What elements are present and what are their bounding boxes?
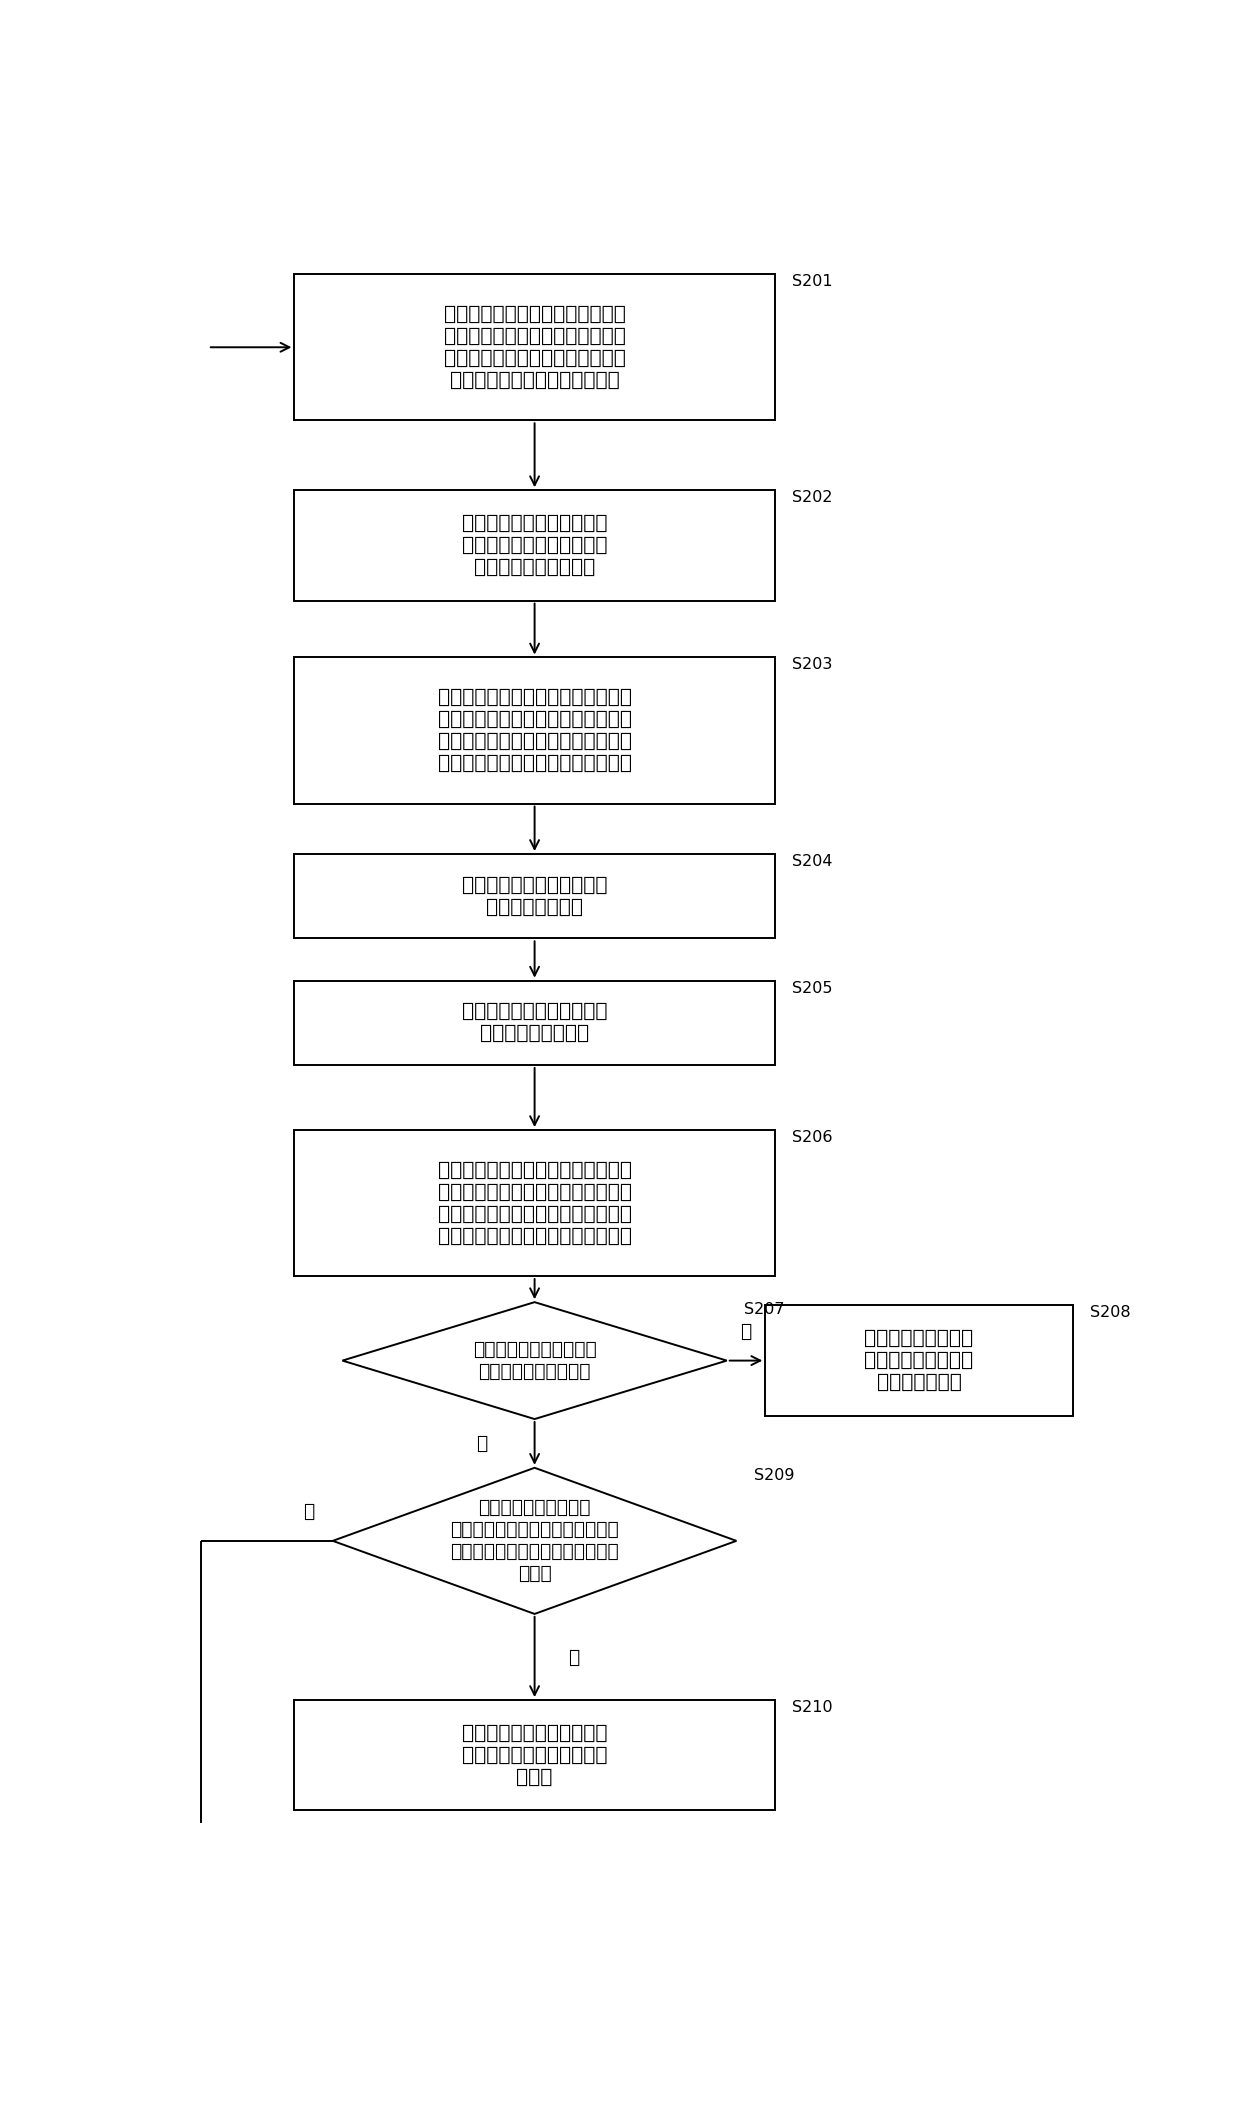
FancyBboxPatch shape bbox=[294, 274, 775, 420]
Text: 是: 是 bbox=[568, 1647, 579, 1666]
Text: S204: S204 bbox=[792, 854, 832, 869]
Text: S210: S210 bbox=[792, 1700, 833, 1715]
Polygon shape bbox=[342, 1301, 727, 1419]
FancyBboxPatch shape bbox=[294, 1130, 775, 1276]
Text: S206: S206 bbox=[792, 1130, 832, 1145]
Text: 判断第一总钞票数量是否
与第三总钞票数量相等: 判断第一总钞票数量是否 与第三总钞票数量相等 bbox=[472, 1339, 596, 1381]
Text: 是: 是 bbox=[740, 1322, 751, 1341]
Text: 以一需要进行计数的钞箱作为出钞
箱，以空钞箱作为进钞箱，从出钞
箱取出钞票暂存在中转钞箱中，并
进行第一次计数并记录钞票数量: 以一需要进行计数的钞箱作为出钞 箱，以空钞箱作为进钞箱，从出钞 箱取出钞票暂存在… bbox=[444, 306, 625, 390]
Text: S201: S201 bbox=[792, 274, 833, 289]
FancyBboxPatch shape bbox=[294, 1700, 775, 1810]
FancyBboxPatch shape bbox=[294, 658, 775, 804]
Text: 否: 否 bbox=[476, 1434, 487, 1453]
Text: S207: S207 bbox=[744, 1301, 785, 1318]
FancyBboxPatch shape bbox=[765, 1305, 1073, 1415]
Text: 统计从进钞箱取出到中转钞箱的第三
总钞票数量及从中转钞箱取出到出钞
箱的第四钞票总数量，以第三总钞票
数量作为进钞箱当前存储的钞票数量: 统计从进钞箱取出到中转钞箱的第三 总钞票数量及从中转钞箱取出到出钞 箱的第四钞票… bbox=[438, 1160, 631, 1246]
Text: 将第一总钞票数量作
为需要清点的钞箱当
前存储的钞票数: 将第一总钞票数量作 为需要清点的钞箱当 前存储的钞票数 bbox=[864, 1329, 973, 1392]
Text: S208: S208 bbox=[1090, 1305, 1131, 1320]
FancyBboxPatch shape bbox=[294, 489, 775, 601]
Text: 以相等的钞票总数量作为需
要计数的钞箱当前存储的钞
票数量: 以相等的钞票总数量作为需 要计数的钞箱当前存储的钞 票数量 bbox=[461, 1723, 608, 1786]
Text: S202: S202 bbox=[792, 489, 832, 506]
Text: 判断第一钞票总数量、
第二钞票总数量、第三钞票总数量
及第四钞票总数量中是否有至少三
个相等: 判断第一钞票总数量、 第二钞票总数量、第三钞票总数量 及第四钞票总数量中是否有至… bbox=[450, 1497, 619, 1584]
Text: 从中转钞箱取出钞票存储在
所述进钞箱中，并进行第二
次计数并记录钞票数量: 从中转钞箱取出钞票存储在 所述进钞箱中，并进行第二 次计数并记录钞票数量 bbox=[461, 515, 608, 578]
Text: 统计从出钞箱取出到中转钞箱的第一
总钞票数量及从中转钞箱取出到进钞
箱的第二总钞票数量，以第一钞票总
数量作为出钞箱当前存储的钞票数量: 统计从出钞箱取出到中转钞箱的第一 总钞票数量及从中转钞箱取出到进钞 箱的第二总钞… bbox=[438, 688, 631, 774]
Text: 从进钞箱取出钞票，计数并
存储在中转钞箱中: 从进钞箱取出钞票，计数并 存储在中转钞箱中 bbox=[461, 875, 608, 917]
Text: 否: 否 bbox=[303, 1502, 315, 1521]
Text: 从中转钞箱中取出钞票，计
数并存储在出钞箱中: 从中转钞箱中取出钞票，计 数并存储在出钞箱中 bbox=[461, 1002, 608, 1044]
Polygon shape bbox=[332, 1468, 737, 1613]
Text: S203: S203 bbox=[792, 658, 832, 673]
FancyBboxPatch shape bbox=[294, 854, 775, 939]
Text: S205: S205 bbox=[792, 981, 832, 995]
Text: S209: S209 bbox=[754, 1468, 794, 1483]
FancyBboxPatch shape bbox=[294, 981, 775, 1065]
